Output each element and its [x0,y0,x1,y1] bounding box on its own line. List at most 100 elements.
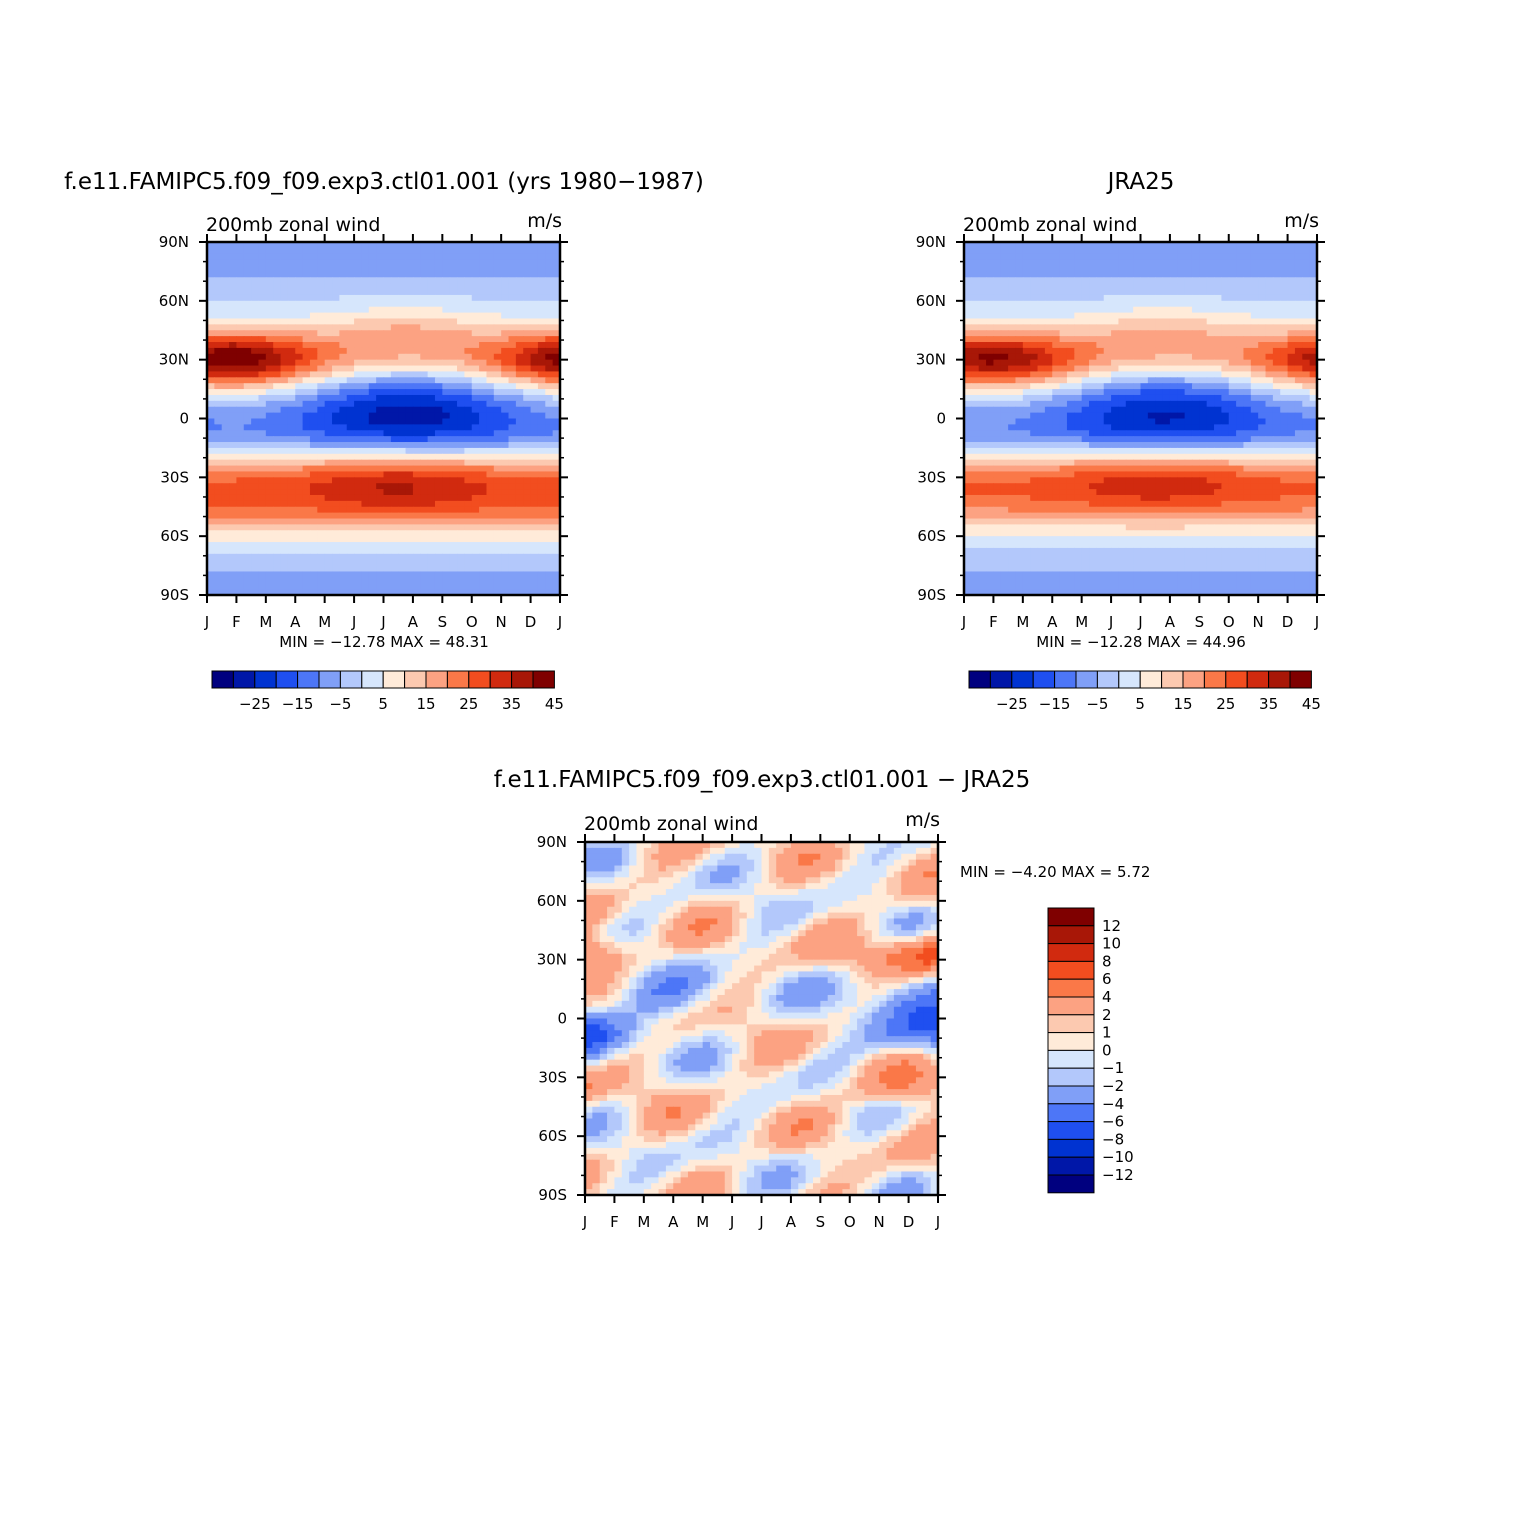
contour-cell [978,371,987,378]
contour-cell [1089,289,1097,296]
contour-cell [258,359,267,367]
contour-cell [1236,400,1245,408]
contour-cell [471,253,480,261]
contour-cell [523,542,532,549]
contour-cell [1044,477,1053,484]
contour-cell [1309,318,1318,325]
contour-cell [236,500,245,508]
contour-cell [229,324,238,331]
contour-cell [346,336,355,343]
contour-cell [1228,318,1237,325]
contour-cell [1089,253,1097,261]
contour-cell [229,571,238,578]
contour-cell [1052,247,1061,255]
contour-cell [309,294,318,302]
contour-cell [1015,353,1024,361]
contour-cell [1309,342,1318,349]
contour-cell [1250,312,1259,320]
contour-cell [427,442,436,449]
contour-cell [236,265,245,273]
contour-cell [1022,324,1031,331]
contour-cell [339,383,348,390]
contour-cell [339,477,348,484]
colorbar-swatch [232,670,256,689]
contour-cell [398,389,407,396]
contour-cell [302,271,311,278]
contour-cell [1162,406,1171,414]
contour-cell [361,342,370,349]
contour-cell [545,300,554,308]
contour-cell [552,383,561,390]
contour-cell [545,524,554,531]
contour-cell [515,306,524,314]
contour-cell [1221,412,1230,420]
contour-cell [1089,306,1097,314]
contour-cell [471,583,480,590]
contour-cell [964,365,972,373]
contour-cell [964,271,972,278]
contour-cell [221,518,230,525]
contour-cell [530,442,539,449]
contour-cell [427,394,436,402]
contour-cell [1287,377,1296,384]
contour-cell [1059,347,1068,355]
contour-cell [1265,289,1274,296]
contour-cell [1022,371,1031,378]
contour-cell [280,347,289,355]
contour-cell [515,524,524,531]
contour-cell [229,342,238,349]
contour-cell [537,277,546,284]
contour-cell [427,353,436,361]
contour-cell [1169,442,1178,449]
contour-cell [515,542,524,549]
contour-cell [309,583,318,590]
contour-cell [1199,383,1208,390]
contour-cell [332,442,340,449]
contour-cell [523,336,532,343]
contour-cell [552,547,561,555]
contour-cell [449,442,458,449]
contour-cell [1044,294,1053,302]
contour-cell [354,406,363,414]
contour-cell [1008,465,1017,473]
contour-cell [1037,265,1046,273]
contour-cell [236,465,245,473]
contour-cell [273,530,282,537]
contour-cell [537,253,546,261]
contour-cell [1177,406,1186,414]
contour-cell [993,406,1002,414]
contour-cell [486,289,495,296]
contour-cell [471,389,480,396]
contour-cell [1191,312,1200,320]
contour-cell [493,359,502,367]
contour-cell [1059,353,1068,361]
contour-cell [287,300,296,308]
contour-cell [405,330,414,337]
contour-cell [1177,318,1186,325]
contour-cell [1052,377,1061,384]
contour-cell [258,524,267,531]
contour-cell [493,447,502,455]
contour-cell [332,512,340,520]
contour-cell [493,536,502,543]
contour-cell [1133,359,1142,367]
contour-cell [1169,242,1178,249]
contour-cell [1074,242,1083,249]
contour-cell [273,424,282,431]
contour-cell [508,265,517,273]
contour-cell [971,318,980,325]
contour-cell [493,365,502,373]
contour-cell [1015,465,1024,473]
contour-cell [1272,265,1281,273]
contour-cell [457,371,465,378]
contour-cell [493,253,502,261]
contour-cell [398,518,407,525]
contour-cell [295,312,304,320]
contour-cell [1052,330,1061,337]
contour-cell [434,300,443,308]
contour-cell [354,253,363,261]
contour-cell [986,247,995,255]
contour-cell [501,289,510,296]
contour-cell [280,436,289,443]
contour-cell [508,547,517,555]
